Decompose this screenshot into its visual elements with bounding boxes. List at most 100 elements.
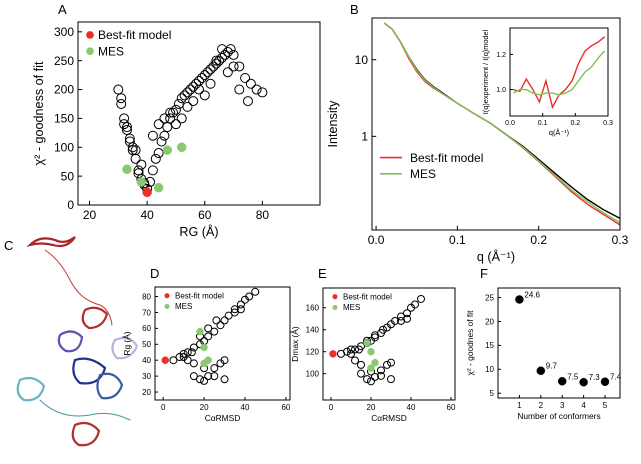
data-point xyxy=(220,356,229,365)
y-tick-label: 0 xyxy=(67,198,74,212)
data-point xyxy=(179,90,190,101)
data-point xyxy=(188,81,199,92)
x-tick-label: 0.0 xyxy=(505,120,515,127)
data-point xyxy=(147,165,158,176)
data-point xyxy=(150,153,161,164)
data-point xyxy=(159,113,170,124)
plot-area xyxy=(78,22,320,205)
data-point xyxy=(196,327,204,336)
data-point xyxy=(182,87,193,98)
y-tick-label: 150 xyxy=(54,112,74,126)
data-point xyxy=(208,61,219,72)
y-tick-label: 140 xyxy=(306,326,320,335)
legend-label: Best-fit model xyxy=(410,151,483,165)
data-point xyxy=(371,333,379,342)
data-point xyxy=(245,292,254,301)
data-point xyxy=(189,372,198,381)
plot-area xyxy=(510,28,608,116)
x-axis-label: CαRMSD xyxy=(205,413,241,423)
data-point xyxy=(179,349,188,358)
panel-label: B xyxy=(350,2,359,17)
data-point xyxy=(236,300,245,309)
plot-area xyxy=(155,287,290,400)
data-label: 9.7 xyxy=(546,362,558,371)
y-tick-label: 40 xyxy=(142,356,151,365)
data-point xyxy=(579,377,588,387)
y-tick-label: 15 xyxy=(485,341,494,350)
x-tick-label: 0 xyxy=(329,403,334,412)
data-point xyxy=(211,55,222,66)
data-point xyxy=(347,349,355,358)
data-point xyxy=(367,377,375,386)
legend-marker xyxy=(86,47,94,55)
axis-frame xyxy=(509,27,609,117)
y-tick-label: 70 xyxy=(142,308,151,317)
data-point xyxy=(119,113,130,124)
data-point xyxy=(205,64,216,75)
data-point xyxy=(200,376,209,385)
x-axis-label: q(Å⁻¹) xyxy=(549,128,569,137)
x-tick-label: 20 xyxy=(367,403,376,412)
data-point xyxy=(387,375,395,384)
axis-frame xyxy=(371,17,621,231)
data-point xyxy=(188,96,199,107)
data-point xyxy=(200,343,208,352)
data-point xyxy=(159,130,170,141)
data-point xyxy=(357,360,365,369)
data-point xyxy=(122,164,132,174)
data-point xyxy=(363,375,371,384)
legend-marker xyxy=(332,304,338,310)
data-point xyxy=(196,375,204,384)
y-tick-label: 1.2 xyxy=(496,52,506,59)
data-point xyxy=(371,372,379,381)
data-point xyxy=(377,366,385,375)
y-axis-label: Dmax (Å) xyxy=(290,326,300,362)
data-point xyxy=(251,84,262,95)
legend-marker xyxy=(332,294,338,300)
data-point xyxy=(355,345,363,354)
data-point xyxy=(136,177,147,187)
x-tick-label: 0.1 xyxy=(538,120,548,127)
data-point xyxy=(222,67,233,78)
data-point xyxy=(403,314,411,323)
y-tick-label: 25 xyxy=(485,293,494,302)
x-tick-label: 60 xyxy=(447,403,456,412)
x-tick-label: 20 xyxy=(200,403,209,412)
data-point xyxy=(168,107,179,118)
data-point xyxy=(147,130,158,141)
x-tick-label: 60 xyxy=(281,403,290,412)
data-point xyxy=(173,98,184,109)
data-point xyxy=(199,90,210,101)
data-point xyxy=(127,142,138,153)
x-tick-label: 1 xyxy=(517,401,522,410)
data-point xyxy=(379,325,387,334)
data-point xyxy=(387,358,395,367)
x-tick-label: 0.2 xyxy=(530,233,547,247)
panel-label: D xyxy=(150,266,159,281)
y-tick-label: 5 xyxy=(490,389,495,398)
data-point xyxy=(156,136,167,147)
data-point xyxy=(228,49,239,60)
data-point xyxy=(170,119,181,130)
axis-frame xyxy=(497,287,621,399)
data-point xyxy=(162,145,173,155)
data-point xyxy=(136,159,147,170)
y-tick-label: 50 xyxy=(61,169,75,183)
data-point xyxy=(210,327,219,336)
data-point xyxy=(224,311,233,320)
data-point xyxy=(351,345,359,354)
data-point xyxy=(165,107,176,118)
x-tick-label: 0.1 xyxy=(449,233,466,247)
y-tick-label: 100 xyxy=(306,369,320,378)
data-point xyxy=(189,359,198,368)
data-point xyxy=(127,145,138,156)
data-point xyxy=(343,347,351,356)
data-point xyxy=(251,287,260,296)
data-point xyxy=(216,321,225,330)
data-point xyxy=(176,93,187,104)
data-point xyxy=(211,58,222,69)
axis-frame xyxy=(77,21,321,206)
data-point xyxy=(191,78,202,89)
data-point xyxy=(236,305,245,314)
data-point xyxy=(245,78,256,89)
